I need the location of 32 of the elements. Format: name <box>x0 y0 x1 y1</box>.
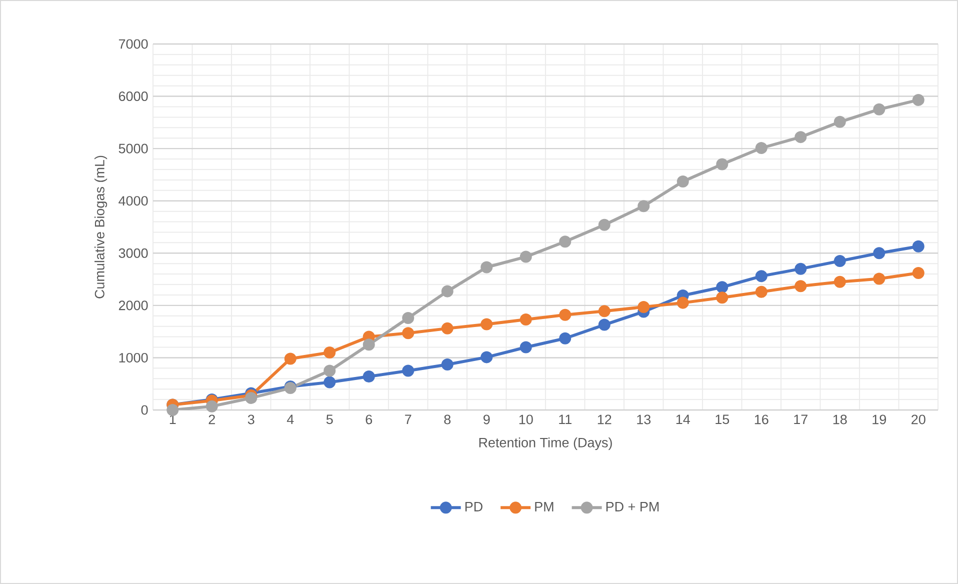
y-tick-label: 1000 <box>119 352 148 362</box>
x-tick-label: 14 <box>676 414 690 424</box>
y-tick-label: 3000 <box>118 248 148 258</box>
x-tick-label: 19 <box>872 414 886 424</box>
x-tick-label: 11 <box>559 414 572 424</box>
x-tick-label: 6 <box>366 414 372 424</box>
legend-label: PM <box>535 502 554 512</box>
x-tick-label: 5 <box>326 414 333 424</box>
x-tick-label: 17 <box>794 414 808 424</box>
x-tick-label: 20 <box>912 414 926 424</box>
x-tick-label: 15 <box>716 414 730 424</box>
y-tick-label: 4000 <box>118 196 148 206</box>
y-axis-title: Cumulative Biogas (mL) <box>94 156 108 298</box>
legend-label: PD + PM <box>606 502 659 512</box>
legend-label: PD <box>465 502 482 512</box>
x-axis-title: Retention Time (Days) <box>479 437 612 450</box>
y-tick-label: 0 <box>141 405 148 415</box>
x-tick-label: 16 <box>754 414 768 424</box>
x-tick-label: 9 <box>484 414 490 424</box>
x-tick-label: 7 <box>405 414 412 424</box>
x-tick-label: 8 <box>444 414 451 424</box>
y-tick-label: 2000 <box>118 300 148 310</box>
x-tick-label: 18 <box>833 414 847 424</box>
y-tick-label: 7000 <box>118 39 148 49</box>
x-tick-label: 13 <box>637 414 651 424</box>
x-tick-label: 4 <box>286 414 294 424</box>
x-tick-label: 3 <box>248 414 254 424</box>
x-tick-label: 2 <box>208 414 215 424</box>
y-tick-label: 6000 <box>118 92 148 102</box>
x-tick-label: 10 <box>519 414 533 424</box>
x-tick-label: 12 <box>598 414 612 424</box>
y-tick-label: 5000 <box>118 144 148 154</box>
